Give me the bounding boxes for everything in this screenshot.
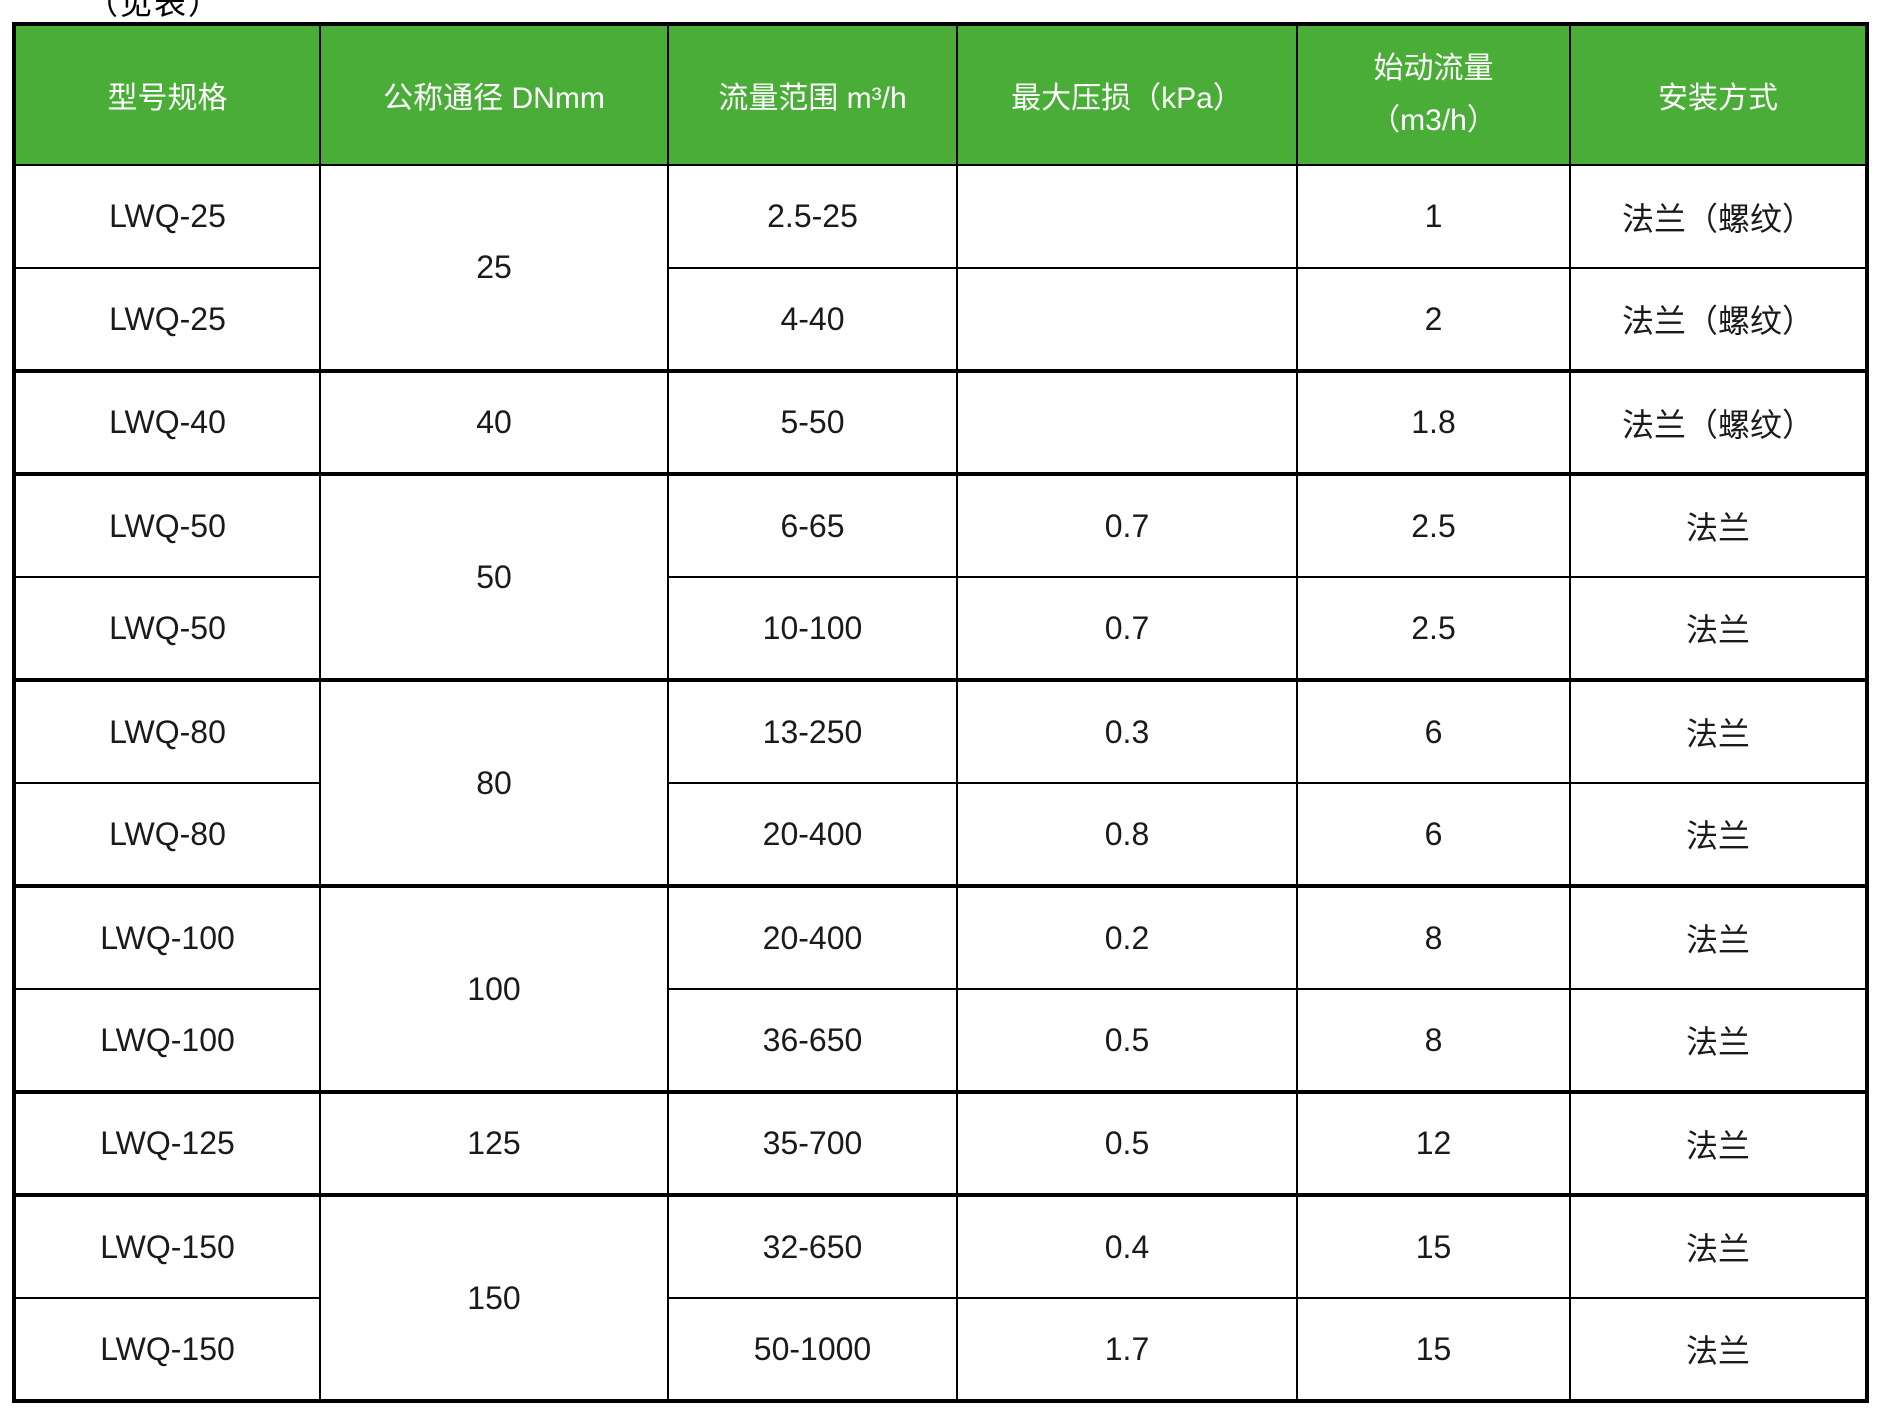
cell-pressure-loss: 0.3 <box>956 678 1298 784</box>
header-row: 型号规格 公称通径 DNmm 流量范围 m³/h 最大压损（kPa） 始动流量 … <box>13 23 1868 166</box>
cell-flow-range: 50-1000 <box>667 1297 958 1402</box>
cell-dn: 150 <box>319 1193 669 1402</box>
cell-start-flow: 2.5 <box>1296 472 1571 578</box>
cell-start-flow: 1.8 <box>1296 369 1571 475</box>
cell-model: LWQ-80 <box>13 678 321 784</box>
cell-model: LWQ-25 <box>13 164 321 269</box>
table-row: LWQ-25 4-40 2 法兰（螺纹） <box>13 267 1868 372</box>
cell-installation: 法兰 <box>1569 884 1868 990</box>
cell-pressure-loss: 0.5 <box>956 988 1298 1093</box>
cell-model: LWQ-80 <box>13 782 321 887</box>
cell-flow-range: 36-650 <box>667 988 958 1093</box>
cell-flow-range: 13-250 <box>667 678 958 784</box>
cell-dn: 25 <box>319 164 669 372</box>
cell-pressure-loss: 1.7 <box>956 1297 1298 1402</box>
cell-installation: 法兰 <box>1569 988 1868 1093</box>
cell-installation: 法兰 <box>1569 1090 1868 1196</box>
table-row: LWQ-40 40 5-50 1.8 法兰（螺纹） <box>13 369 1868 475</box>
cell-start-flow: 15 <box>1296 1297 1571 1402</box>
cell-flow-range: 4-40 <box>667 267 958 372</box>
spec-table: 型号规格 公称通径 DNmm 流量范围 m³/h 最大压损（kPa） 始动流量 … <box>12 22 1869 1403</box>
cell-dn: 40 <box>319 369 669 475</box>
cell-model: LWQ-50 <box>13 576 321 681</box>
cell-pressure-loss: 0.7 <box>956 472 1298 578</box>
table-row: LWQ-125 125 35-700 0.5 12 法兰 <box>13 1090 1868 1196</box>
cell-installation: 法兰 <box>1569 782 1868 887</box>
header-pressure-loss: 最大压损（kPa） <box>956 23 1298 166</box>
cell-start-flow: 2 <box>1296 267 1571 372</box>
cell-installation: 法兰 <box>1569 1297 1868 1402</box>
cell-pressure-loss: 0.4 <box>956 1193 1298 1299</box>
cell-start-flow: 1 <box>1296 164 1571 269</box>
cell-dn: 50 <box>319 472 669 681</box>
cell-flow-range: 10-100 <box>667 576 958 681</box>
table-row: LWQ-150 150 32-650 0.4 15 法兰 <box>13 1193 1868 1402</box>
cell-installation: 法兰（螺纹） <box>1569 164 1868 269</box>
cell-flow-range: 6-65 <box>667 472 958 578</box>
cell-installation: 法兰 <box>1569 678 1868 784</box>
cell-start-flow: 6 <box>1296 782 1571 887</box>
cell-dn: 125 <box>319 1090 669 1196</box>
table-row: LWQ-25 25 2.5-25 1 法兰（螺纹） <box>13 164 1868 372</box>
cell-dn: 100 <box>319 884 669 1093</box>
cell-flow-range: 2.5-25 <box>667 164 958 269</box>
cell-installation: 法兰（螺纹） <box>1569 369 1868 475</box>
cell-model: LWQ-150 <box>13 1193 321 1299</box>
header-start-flow-line1: 始动流量 <box>1373 51 1494 85</box>
cell-installation: 法兰 <box>1569 576 1868 681</box>
cell-start-flow: 15 <box>1296 1193 1571 1299</box>
header-flow-range: 流量范围 m³/h <box>667 23 958 166</box>
cell-flow-range: 35-700 <box>667 1090 958 1196</box>
header-installation: 安装方式 <box>1569 23 1868 166</box>
top-note: （见表） <box>86 0 223 21</box>
cell-model: LWQ-150 <box>13 1297 321 1402</box>
cell-dn: 80 <box>319 678 669 887</box>
cell-start-flow: 2.5 <box>1296 576 1571 681</box>
header-dn: 公称通径 DNmm <box>319 23 669 166</box>
cell-start-flow: 8 <box>1296 988 1571 1093</box>
cell-pressure-loss: 0.2 <box>956 884 1298 990</box>
header-start-flow: 始动流量 （m3/h） <box>1296 23 1571 166</box>
cell-pressure-loss <box>956 164 1298 269</box>
cell-flow-range: 5-50 <box>667 369 958 475</box>
cell-start-flow: 8 <box>1296 884 1571 990</box>
table-row: LWQ-80 20-400 0.8 6 法兰 <box>13 782 1868 887</box>
table-row: LWQ-50 10-100 0.7 2.5 法兰 <box>13 576 1868 681</box>
cell-installation: 法兰（螺纹） <box>1569 267 1868 372</box>
cell-pressure-loss: 0.7 <box>956 576 1298 681</box>
cell-model: LWQ-125 <box>13 1090 321 1196</box>
cell-model: LWQ-100 <box>13 988 321 1093</box>
cell-installation: 法兰 <box>1569 1193 1868 1299</box>
table-row: LWQ-100 36-650 0.5 8 法兰 <box>13 988 1868 1093</box>
cell-installation: 法兰 <box>1569 472 1868 578</box>
cell-pressure-loss: 0.5 <box>956 1090 1298 1196</box>
cell-start-flow: 6 <box>1296 678 1571 784</box>
cell-flow-range: 20-400 <box>667 782 958 887</box>
cell-flow-range: 32-650 <box>667 1193 958 1299</box>
table-row: LWQ-80 80 13-250 0.3 6 法兰 <box>13 678 1868 887</box>
cell-model: LWQ-50 <box>13 472 321 578</box>
header-start-flow-line2: （m3/h） <box>1370 104 1497 137</box>
table-row: LWQ-50 50 6-65 0.7 2.5 法兰 <box>13 472 1868 681</box>
cell-model: LWQ-40 <box>13 369 321 475</box>
cell-model: LWQ-100 <box>13 884 321 990</box>
header-model: 型号规格 <box>13 23 321 166</box>
cell-pressure-loss <box>956 369 1298 475</box>
cell-start-flow: 12 <box>1296 1090 1571 1196</box>
cell-flow-range: 20-400 <box>667 884 958 990</box>
cell-pressure-loss: 0.8 <box>956 782 1298 887</box>
table-row: LWQ-150 50-1000 1.7 15 法兰 <box>13 1297 1868 1402</box>
cell-model: LWQ-25 <box>13 267 321 372</box>
table-row: LWQ-100 100 20-400 0.2 8 法兰 <box>13 884 1868 1093</box>
cell-pressure-loss <box>956 267 1298 372</box>
